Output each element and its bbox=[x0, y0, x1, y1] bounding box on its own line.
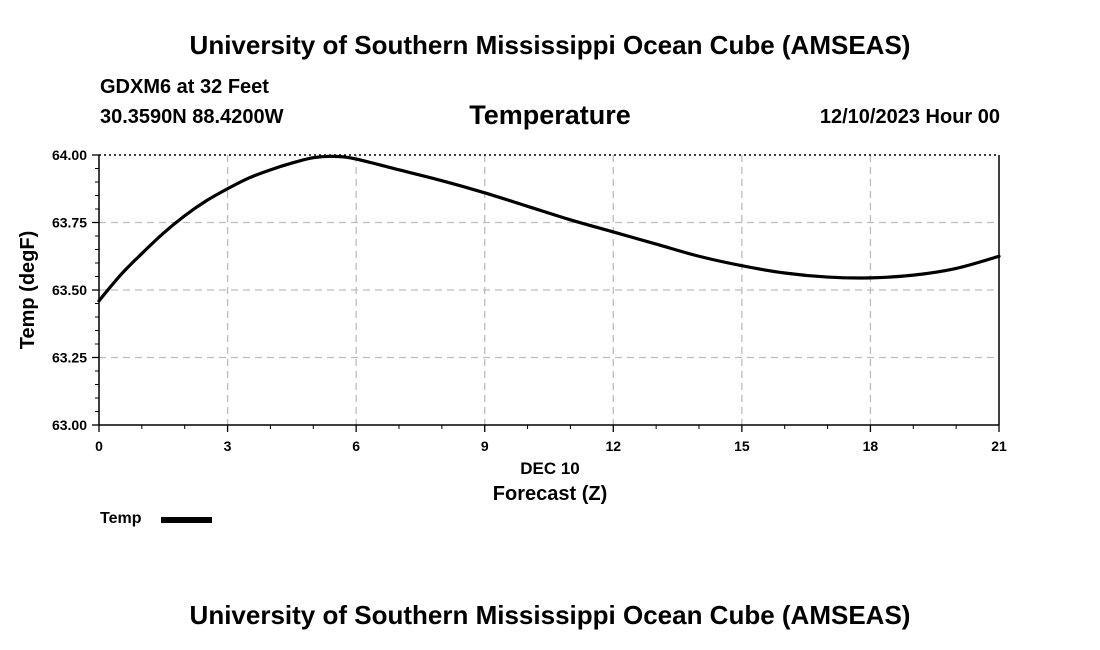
y-tick-label: 63.50 bbox=[52, 282, 87, 298]
axes: 0 3 6 9 12 15 18 21 63.00 63.25 63.50 63.75 64.00 bbox=[52, 147, 1007, 454]
y-tick-label: 63.75 bbox=[52, 215, 87, 231]
x-tick-label: 9 bbox=[481, 438, 489, 454]
x-tick-label: 3 bbox=[224, 438, 232, 454]
station-label: GDXM6 at 32 Feet bbox=[100, 76, 269, 98]
legend-line-swatch bbox=[161, 517, 212, 523]
footer-title: University of Southern Mississippi Ocean… bbox=[189, 600, 911, 630]
temp-series-line bbox=[97, 154, 1001, 303]
grid-lines bbox=[99, 155, 999, 425]
x-tick-label: 6 bbox=[352, 438, 360, 454]
series-layer bbox=[97, 154, 1001, 303]
y-tick-label: 63.25 bbox=[52, 350, 87, 366]
legend-series-label: Temp bbox=[100, 510, 142, 527]
x-date-label: DEC 10 bbox=[520, 459, 580, 478]
y-axis-label: Temp (degF) bbox=[17, 231, 39, 350]
x-tick-label: 0 bbox=[95, 438, 103, 454]
coordinates-label: 30.3590N 88.4200W bbox=[100, 106, 284, 128]
y-tick-label: 64.00 bbox=[52, 147, 87, 163]
main-title: University of Southern Mississippi Ocean… bbox=[189, 30, 911, 60]
x-axis-label: Forecast (Z) bbox=[493, 483, 607, 505]
y-tick-label: 63.00 bbox=[52, 417, 87, 433]
chart-title: Temperature bbox=[469, 100, 631, 130]
x-tick-label: 18 bbox=[863, 438, 879, 454]
forecast-timestamp: 12/10/2023 Hour 00 bbox=[819, 106, 1000, 128]
x-tick-label: 15 bbox=[734, 438, 750, 454]
x-tick-label: 12 bbox=[605, 438, 621, 454]
x-tick-label: 21 bbox=[991, 438, 1007, 454]
